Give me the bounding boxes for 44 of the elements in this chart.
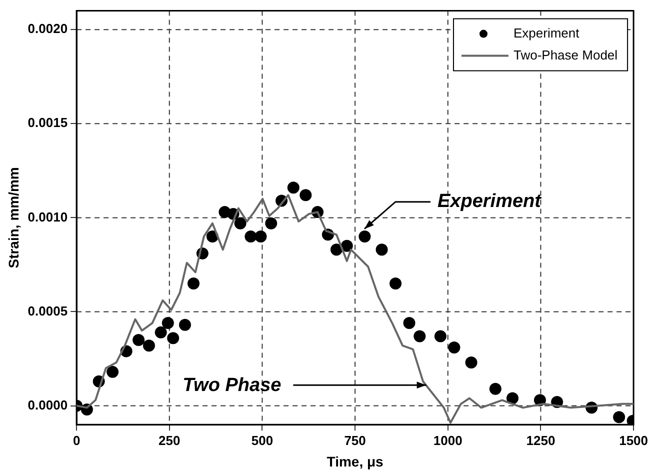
annotation: Two Phase [182,375,282,396]
point [489,382,502,395]
point [254,230,267,243]
point [132,334,145,346]
y-tick-label: 0.0020 [28,21,68,36]
point [434,330,446,342]
x-tick-label: 250 [158,432,180,448]
point [414,330,426,342]
x-tick-label: 500 [251,432,274,448]
point [340,240,353,252]
annotation: Experiment [437,190,542,212]
point [465,356,478,369]
point [142,340,155,352]
y-tick-label: 0.0010 [28,209,68,224]
point [234,217,246,230]
point [613,411,626,424]
point [330,244,342,256]
x-tick-label: 1000 [433,432,462,448]
point [376,244,388,256]
point [154,326,167,338]
legend-label: Two-Phase Model [513,47,618,62]
point [162,317,174,330]
x-tick-label: 0 [72,432,80,448]
point [287,182,300,194]
point [403,317,416,330]
point [167,332,180,344]
x-tick-label: 1250 [526,432,556,448]
point [106,366,119,378]
x-tick-label: 1500 [619,432,648,448]
y-tick-label: 0.0005 [28,303,68,318]
x-tick-label: 750 [344,432,366,448]
point [178,318,191,331]
point [300,189,312,202]
y-tick-label: 0.0015 [28,115,68,130]
point [188,278,200,290]
point [244,230,257,243]
y-axis-title: Strain, mm/mm [5,167,22,268]
point [448,341,460,354]
y-tick-label: 0.0000 [28,397,68,412]
point [358,230,371,243]
point [265,217,278,230]
legend-label: Experiment [513,25,580,40]
x-axis-title: Time, μs [326,453,384,470]
point [390,278,402,290]
